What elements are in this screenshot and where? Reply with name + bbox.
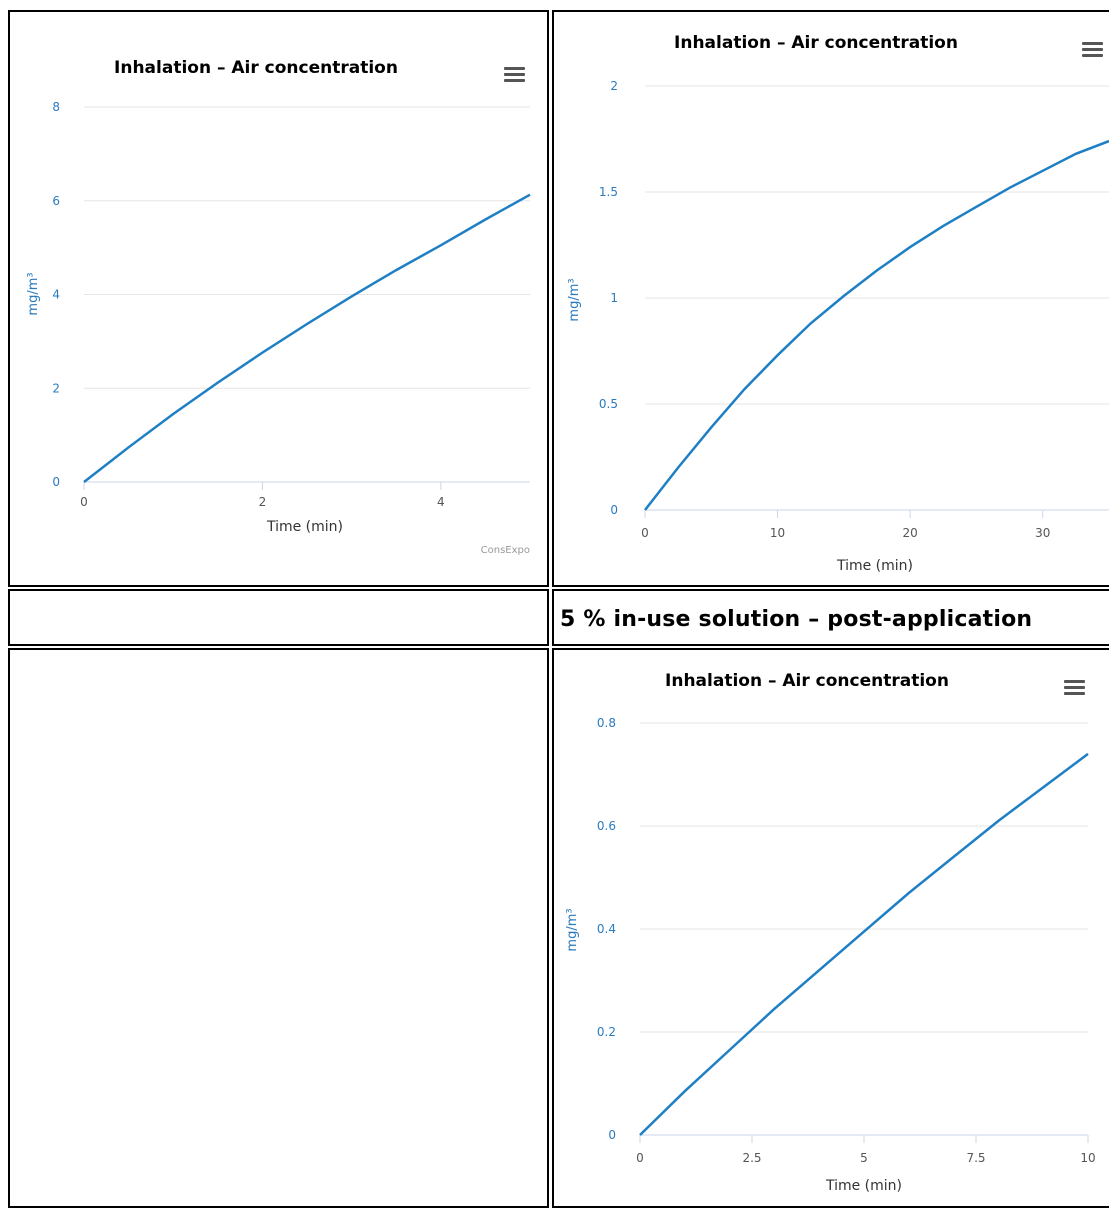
chart-1-menu-icon[interactable] xyxy=(504,67,525,82)
chart-3-series-line xyxy=(639,752,1089,1136)
x-tick-label: 0 xyxy=(636,1151,644,1165)
y-tick-label: 0.4 xyxy=(597,922,616,936)
cell-bottom-right xyxy=(552,648,1109,1208)
chart-3-y-axis-title: mg/m³ xyxy=(565,908,580,951)
x-tick-label: 4 xyxy=(437,495,445,509)
x-tick-label: 30 xyxy=(1035,526,1050,540)
chart-2-x-axis-title: Time (min) xyxy=(836,558,913,574)
x-tick-label: 2 xyxy=(259,495,267,509)
section-header: 5 % in-use solution – post-application xyxy=(560,607,1033,632)
y-tick-label: 2 xyxy=(52,381,60,395)
chart-2: Inhalation – Air concentration 0 0.5 1 1.5 2… xyxy=(567,33,1109,574)
y-tick-label: 0.2 xyxy=(597,1025,616,1039)
y-tick-label: 0 xyxy=(52,475,60,489)
chart-3-title: Inhalation – Air concentration xyxy=(665,671,949,691)
chart-3-x-axis-title: Time (min) xyxy=(825,1178,902,1194)
y-tick-label: 8 xyxy=(52,100,60,114)
y-tick-label: 0.6 xyxy=(597,819,616,833)
y-tick-label: 0.8 xyxy=(597,716,616,730)
chart-1-x-axis-title: Time (min) xyxy=(266,519,343,535)
chart-1-series-line xyxy=(83,193,531,483)
cell-bottom-left xyxy=(8,648,549,1208)
y-tick-label: 1.5 xyxy=(599,185,618,199)
cell-top-left xyxy=(8,10,549,587)
cell-mid-right: 5 % in-use solution – post-application xyxy=(552,589,1109,646)
chart-2-menu-icon[interactable] xyxy=(1082,42,1103,57)
y-tick-label: 0.5 xyxy=(599,397,618,411)
y-tick-label: 2 xyxy=(610,79,618,93)
chart-1-title: Inhalation – Air concentration xyxy=(114,58,398,78)
chart-2-title: Inhalation – Air concentration xyxy=(674,33,958,53)
x-tick-label: 10 xyxy=(1080,1151,1095,1165)
y-tick-label: 4 xyxy=(52,288,60,302)
cell-mid-left xyxy=(8,589,549,646)
chart-1-credit[interactable]: ConsExpo xyxy=(481,545,530,556)
x-tick-label: 20 xyxy=(903,526,918,540)
x-tick-label: 2.5 xyxy=(742,1151,761,1165)
x-tick-label: 10 xyxy=(770,526,785,540)
chart-2-series-line xyxy=(644,139,1109,511)
x-tick-label: 5 xyxy=(860,1151,868,1165)
y-tick-label: 0 xyxy=(610,503,618,517)
chart-1-y-axis-title: mg/m³ xyxy=(26,272,41,315)
y-tick-label: 0 xyxy=(608,1128,616,1142)
y-tick-label: 6 xyxy=(52,194,60,208)
x-tick-label: 7.5 xyxy=(966,1151,985,1165)
y-tick-label: 1 xyxy=(610,291,618,305)
chart-1: Inhalation – Air concentration 0 2 4 6 8 0 2 4… xyxy=(26,58,531,556)
x-tick-label: 0 xyxy=(641,526,649,540)
x-tick-label: 0 xyxy=(80,495,88,509)
chart-3: Inhalation – Air concentration 0 0.2 0.4 0.… xyxy=(565,671,1096,1194)
chart-2-y-axis-title: mg/m³ xyxy=(567,278,582,321)
chart-3-menu-icon[interactable] xyxy=(1064,680,1085,695)
